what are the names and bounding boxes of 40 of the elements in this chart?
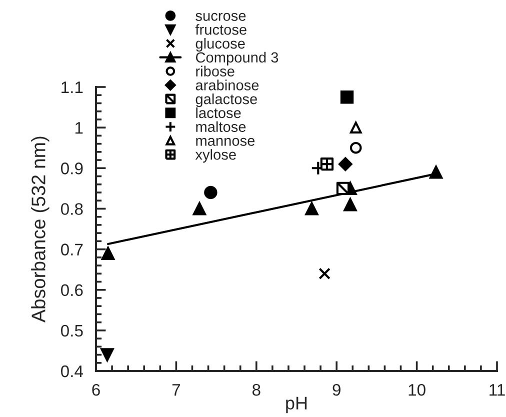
point [344,198,357,212]
x-tick-label: 8 [252,384,260,396]
y-tick-label: 1.1 [62,82,83,94]
point [100,348,114,362]
point [192,202,206,216]
x-tick-label: 10 [408,384,426,396]
legend-label: glucose [196,38,245,52]
legend-label: maltose [196,121,246,132]
x-tick-label: 11 [490,384,505,396]
legend-label: mannose [196,138,255,146]
point [101,246,115,260]
point [336,182,350,196]
x-tick-label: 9 [332,384,340,396]
legend-label: sucrose [196,12,246,21]
y-tick-label: 0.6 [60,284,83,296]
point [305,202,318,216]
legend-label: galactose [196,94,257,108]
point [318,268,330,280]
y-tick-label: 0.4 [60,365,84,378]
x-tick-label: 7 [172,384,180,396]
legend-label: xylose [195,149,236,163]
legend-label: arabinose [196,80,259,90]
y-axis-title: Absorbance (532 nm) [31,136,50,322]
legend-label: lactose [196,107,241,118]
y-tick-label: 1 [76,122,83,134]
point [204,186,218,200]
point [350,122,362,134]
legend-label: fructose [195,24,246,35]
y-tick-label: 0.7 [60,244,83,256]
point [429,166,443,179]
y-tick-label: 0.9 [60,162,83,174]
x-axis-title: pH [286,396,307,414]
point [338,157,352,172]
point [350,142,362,154]
legend-label: Compound 3 [196,52,278,66]
point [340,90,354,104]
x-tick-label: 6 [92,384,100,396]
y-tick-label: 0.8 [60,203,83,215]
y-tick-label: 0.5 [60,324,83,337]
legend-label: ribose [196,66,234,76]
